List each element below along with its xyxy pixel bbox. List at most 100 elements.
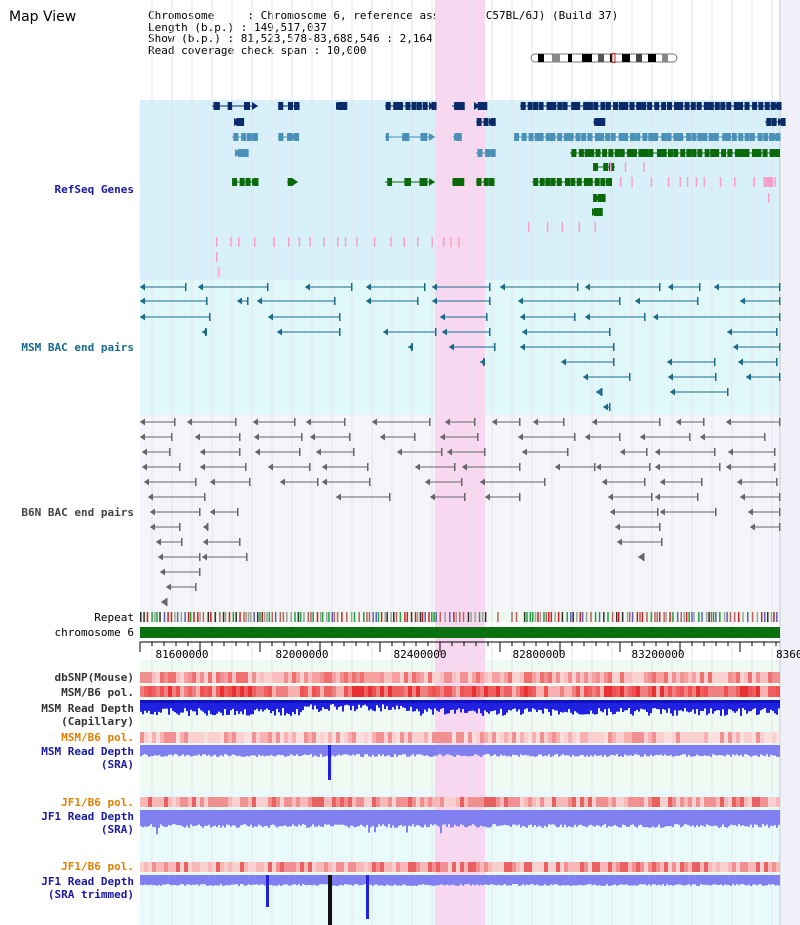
jf1-trim-depth [456, 875, 458, 886]
msm-bac-end [140, 313, 145, 321]
repeat-element [729, 612, 732, 622]
msm-bac-end [268, 313, 273, 321]
msm-pol2-cell [200, 732, 204, 743]
msm-bac-end [776, 328, 778, 336]
msm-sra-depth [324, 745, 326, 757]
dbsnp-cell [288, 672, 292, 683]
b6n-bac-end [349, 433, 351, 441]
msm-pol2-cell [340, 732, 344, 743]
msm-capillary-depth [418, 700, 420, 712]
jf1-pol2-cell [452, 862, 456, 872]
jf1-sra-depth [272, 810, 274, 825]
jf1-pol-cell [600, 797, 604, 807]
jf1-trim-depth [626, 875, 628, 885]
msm-sra-depth [574, 745, 576, 757]
jf1-pol-cell [260, 797, 264, 807]
msm-sra-depth [234, 745, 236, 755]
msm-capillary-depth [770, 700, 772, 710]
msm-pol-cell [204, 686, 208, 697]
repeat-element [180, 612, 183, 622]
msm-pol-cell [200, 686, 204, 697]
msm-capillary-depth [704, 700, 706, 709]
gene-exon [630, 133, 636, 141]
gene-exon [602, 149, 608, 157]
msm-pol2-cell [644, 732, 648, 743]
msm-pol2-cell [240, 732, 244, 743]
msm-pol2-cell [368, 732, 372, 743]
repeat-element [167, 612, 169, 622]
msm-capillary-depth [494, 700, 496, 711]
jf1-sra-depth [242, 810, 244, 825]
dbsnp-cell [208, 672, 212, 683]
msm-capillary-depth [528, 700, 530, 712]
msm-capillary-depth [666, 700, 668, 713]
jf1-pol-cell [384, 797, 388, 807]
gene-exon [757, 133, 763, 141]
repeat-element [156, 612, 158, 622]
msm-capillary-depth [252, 700, 254, 715]
msm-sra-depth [588, 745, 590, 757]
gene-exon [680, 149, 686, 157]
chromosome-ideogram[interactable] [530, 53, 680, 63]
msm-sra-depth [350, 745, 352, 756]
msm-capillary-depth [500, 700, 502, 709]
msm-capillary-depth [518, 700, 520, 710]
jf1-sra-depth [320, 810, 322, 827]
jf1-pol2-cell [484, 862, 488, 872]
gene-exon [766, 118, 772, 126]
refseq-pink-marker [309, 237, 311, 247]
msm-pol2-cell [192, 732, 196, 743]
jf1-pol2-cell [200, 862, 204, 872]
msm-capillary-depth [350, 700, 352, 711]
msm-bac-end [779, 343, 781, 351]
jf1-pol-cell [652, 797, 656, 807]
refseq-pink-marker [578, 222, 581, 232]
msm-pol2-cell [724, 732, 728, 743]
gene-exon [691, 149, 697, 157]
jf1-sra-depth [480, 810, 482, 826]
refseq-pink-marker [753, 177, 756, 187]
msm-capillary-depth [164, 700, 166, 709]
b6n-bac-end [659, 523, 661, 531]
jf1-pol-cell [268, 797, 272, 807]
jf1-sra-depth [266, 810, 268, 826]
msm-pol2-cell [312, 732, 316, 743]
msm-capillary-depth [642, 700, 644, 710]
jf1-pol2-cell [216, 862, 220, 872]
jf1-pol2-cell [460, 862, 464, 872]
jf1-sra-depth [342, 810, 344, 825]
msm-sra-depth [422, 745, 424, 756]
msm-bac-end [699, 283, 701, 291]
msm-capillary-depth [466, 700, 468, 713]
msm-sra-depth [664, 745, 666, 755]
msm-capillary-depth [172, 700, 174, 711]
msm-pol2-cell [236, 732, 240, 743]
jf1-sra-depth [708, 810, 710, 826]
jf1-sra-depth [418, 810, 420, 826]
jf1-sra-depth [612, 810, 614, 826]
gene-exon [411, 102, 417, 110]
msm-pol-cell [440, 686, 444, 697]
jf1-trim-depth [394, 875, 396, 885]
gene-exon [608, 149, 614, 157]
msm-pol-cell [236, 686, 240, 697]
jf1-pol2-cell [560, 862, 564, 872]
dbsnp-cell [616, 672, 620, 683]
msm-pol2-cell [688, 732, 692, 743]
msm-capillary-depth [328, 700, 330, 711]
msm-capillary-depth [374, 700, 376, 712]
msm-sra-depth [168, 745, 170, 755]
msm-capillary-depth [776, 700, 778, 715]
gene-exon [618, 133, 624, 141]
dbsnp-cell [408, 672, 412, 683]
msm-capillary-depth [624, 700, 626, 711]
msm-pol-cell [480, 686, 484, 697]
msm-capillary-depth [156, 700, 158, 715]
jf1-trim-depth [246, 875, 248, 886]
msm-bac-end [520, 343, 525, 351]
jf1-trim-depth [196, 875, 198, 885]
jf1-pol-cell [520, 797, 524, 807]
jf1-pol2-cell [256, 862, 260, 872]
jf1-pol2-cell [368, 862, 372, 872]
